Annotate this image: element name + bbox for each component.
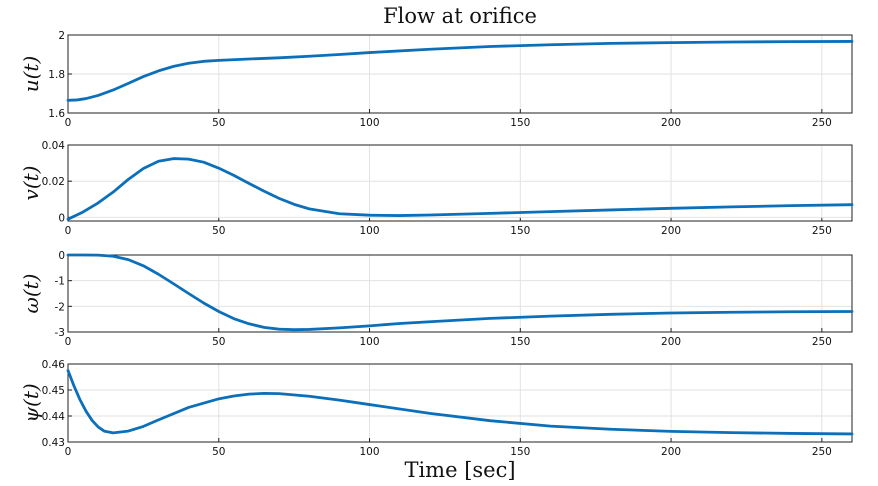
x-tick-label: 100 [360,117,380,129]
y-axis-label: v(t) [19,166,43,201]
x-tick-label: 50 [212,446,225,458]
axes-frame [67,144,853,222]
y-tick-label: 2 [58,30,65,42]
x-tick-label: 200 [661,225,681,237]
x-tick-label: 50 [212,117,225,129]
x-tick-label: 150 [510,225,530,237]
x-tick-label: 250 [812,446,832,458]
y-tick-label: 0.45 [42,385,65,397]
x-tick-label: 0 [65,446,72,458]
x-tick-label: 100 [360,446,380,458]
series-line [66,40,854,102]
x-tick-label: 0 [65,225,72,237]
axes-frame [67,363,853,443]
y-tick-label: 0 [58,250,65,262]
x-axis-label: Time [sec] [404,458,515,482]
y-axis-label: u(t) [19,56,43,93]
y-tick-label: 0.44 [42,411,66,423]
x-tick-label: 150 [510,446,530,458]
y-tick-label: -2 [55,301,65,313]
axes-frame [67,34,853,114]
x-tick-label: 200 [661,117,681,129]
x-tick-label: 200 [661,336,681,348]
axes-frame [67,254,853,333]
y-tick-label: -3 [55,327,65,339]
y-tick-label: 0.02 [42,176,65,188]
subplots-group: 0 50 100 150 200 250 1.6 1.8 2 u(t) 0 50 100 150 200 25… [19,30,854,458]
y-tick-label: 0 [58,212,65,224]
x-tick-label: 250 [812,225,832,237]
y-tick-label: 1.8 [48,69,65,81]
x-tick-label: 0 [65,117,72,129]
y-tick-label: 0.04 [42,140,66,152]
y-tick-label: -1 [55,276,65,288]
subplot-2: 0 50 100 150 200 250 0 0.02 0.04 v(t) [19,140,854,237]
y-tick-label: 0.46 [42,359,66,371]
y-axis-label: ψ(t) [19,383,43,422]
x-tick-label: 150 [510,117,530,129]
y-tick-label: 1.6 [48,108,65,120]
chart-title: Flow at orifice [383,4,537,28]
y-tick-label: 0.43 [42,437,65,449]
series-line [66,369,854,436]
series-line [66,157,854,221]
x-tick-label: 250 [812,336,832,348]
y-axis-label: ω(t) [19,274,43,314]
x-tick-label: 200 [661,446,681,458]
x-tick-label: 150 [510,336,530,348]
x-tick-label: 50 [212,225,225,237]
x-tick-label: 50 [212,336,225,348]
x-tick-label: 100 [360,225,380,237]
series-line [66,253,854,332]
x-tick-label: 0 [65,336,72,348]
subplot-3: 0 50 100 150 200 250 -3 -2 -1 0 ω(t) [19,250,854,348]
x-tick-label: 100 [360,336,380,348]
subplot-4: 0 50 100 150 200 250 0.43 0.44 0.45 0.46 ψ(t) [19,359,854,458]
subplot-1: 0 50 100 150 200 250 1.6 1.8 2 u(t) [19,30,854,129]
x-tick-label: 250 [812,117,832,129]
